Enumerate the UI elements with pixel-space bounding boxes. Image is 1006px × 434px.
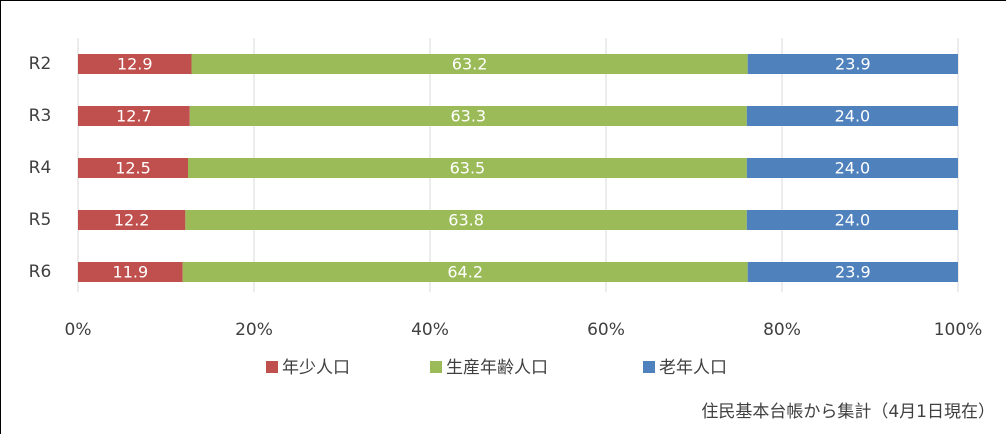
value-label: 12.5 xyxy=(115,159,151,178)
bar-segment xyxy=(185,210,747,230)
legend-label: 老年人口 xyxy=(659,358,727,378)
value-label: 24.0 xyxy=(835,107,871,126)
legend-label: 生産年齢人口 xyxy=(446,358,548,378)
bar-segment xyxy=(746,210,958,230)
y-tick-label: R6 xyxy=(29,262,52,282)
annotation: 住民基本台帳から集計（4月1日現在） xyxy=(701,402,995,422)
value-label: 63.2 xyxy=(452,55,488,74)
value-label: 24.0 xyxy=(835,211,871,230)
value-label: 63.5 xyxy=(450,159,486,178)
bar-segment xyxy=(747,54,958,74)
value-label: 11.9 xyxy=(113,263,149,282)
legend-swatch xyxy=(266,361,278,373)
x-tick-label: 40% xyxy=(411,320,449,340)
bar-segment xyxy=(78,54,192,74)
y-tick-label: R3 xyxy=(29,106,52,126)
value-label: 12.7 xyxy=(116,107,152,126)
y-tick-label: R4 xyxy=(29,158,52,178)
y-tick-label: R2 xyxy=(29,54,52,74)
bar-segment xyxy=(78,106,190,126)
value-label: 12.9 xyxy=(117,55,153,74)
bar-segment xyxy=(189,106,747,126)
value-label: 23.9 xyxy=(835,55,871,74)
value-label: 24.0 xyxy=(835,159,871,178)
bar-segment xyxy=(747,262,958,282)
x-tick-label: 20% xyxy=(235,320,273,340)
bar-segment xyxy=(78,158,188,178)
x-tick-label: 80% xyxy=(763,320,801,340)
value-label: 63.8 xyxy=(448,211,484,230)
legend-label: 年少人口 xyxy=(282,358,350,378)
bar-segment xyxy=(78,262,183,282)
bar-segment xyxy=(746,158,958,178)
value-label: 12.2 xyxy=(114,211,150,230)
bar-segment xyxy=(191,54,748,74)
legend-swatch xyxy=(643,361,655,373)
y-tick-label: R5 xyxy=(29,210,52,230)
bar-segment xyxy=(746,106,958,126)
legend-swatch xyxy=(430,361,442,373)
bar-segment xyxy=(78,210,186,230)
x-tick-label: 0% xyxy=(65,320,92,340)
bar-segment xyxy=(182,262,748,282)
value-label: 63.3 xyxy=(450,107,486,126)
x-tick-label: 60% xyxy=(587,320,625,340)
x-tick-label: 100% xyxy=(934,320,983,340)
bar-segment xyxy=(188,158,747,178)
value-label: 23.9 xyxy=(835,263,871,282)
value-label: 64.2 xyxy=(447,263,483,282)
